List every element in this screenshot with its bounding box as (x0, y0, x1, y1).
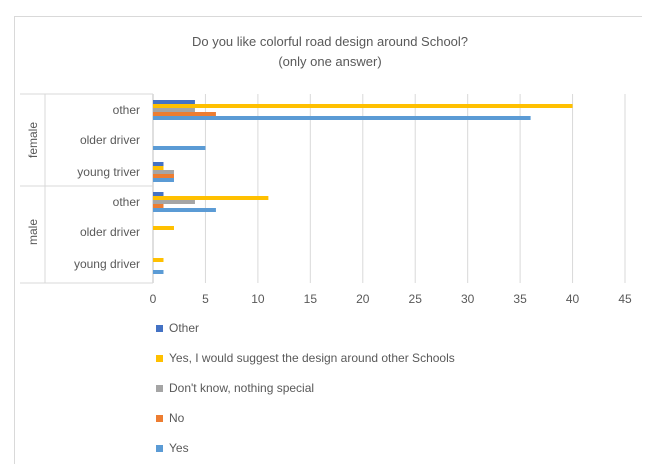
bar (153, 192, 164, 196)
legend-swatch (156, 355, 163, 362)
chart-subtitle: (only one answer) (278, 54, 381, 69)
category-label: other (113, 195, 140, 209)
bar (153, 162, 164, 166)
gridlines (20, 93, 626, 284)
category-label: young triver (77, 165, 140, 179)
bar (153, 258, 164, 262)
category-label: older driver (80, 225, 140, 239)
x-tick-label: 35 (513, 292, 527, 306)
bar (153, 116, 531, 120)
x-tick-labels: 0 5 10 15 20 25 30 35 40 45 (150, 292, 632, 306)
x-tick-label: 15 (304, 292, 318, 306)
bars (153, 100, 573, 274)
bar (153, 200, 195, 204)
x-tick-label: 10 (251, 292, 265, 306)
bar (153, 204, 164, 208)
x-tick-label: 5 (202, 292, 209, 306)
bar (153, 270, 164, 274)
legend-label: No (169, 411, 185, 425)
x-tick-label: 30 (461, 292, 475, 306)
legend-swatch (156, 415, 163, 422)
bar (153, 174, 174, 178)
category-label: older driver (80, 133, 140, 147)
bar (153, 104, 573, 108)
x-tick-label: 0 (150, 292, 157, 306)
bar (153, 178, 174, 182)
x-tick-label: 40 (566, 292, 580, 306)
group-label: male (26, 219, 40, 245)
bar (153, 208, 216, 212)
chart-title: Do you like colorful road design around … (192, 34, 468, 49)
legend-label: Don't know, nothing special (169, 381, 314, 395)
group-label: female (26, 122, 40, 158)
bar (153, 196, 269, 200)
bar (153, 146, 206, 150)
legend-swatch (156, 325, 163, 332)
chart-frame (14, 16, 642, 464)
legend-label: Other (169, 321, 199, 335)
legend-swatch (156, 385, 163, 392)
bar (153, 108, 195, 112)
bar (153, 100, 195, 104)
x-tick-label: 25 (409, 292, 423, 306)
legend: Other Yes, I would suggest the design aro… (156, 321, 455, 455)
legend-label: Yes, I would suggest the design around o… (169, 351, 455, 365)
x-tick-label: 45 (618, 292, 632, 306)
legend-label: Yes (169, 441, 189, 455)
category-labels: other older driver young triver female other… (26, 103, 140, 271)
bar (153, 112, 216, 116)
bar (153, 226, 174, 230)
x-tick-label: 20 (356, 292, 370, 306)
category-label: young driver (74, 257, 140, 271)
category-label: other (113, 103, 140, 117)
bar (153, 166, 164, 170)
legend-swatch (156, 445, 163, 452)
bar (153, 170, 174, 174)
